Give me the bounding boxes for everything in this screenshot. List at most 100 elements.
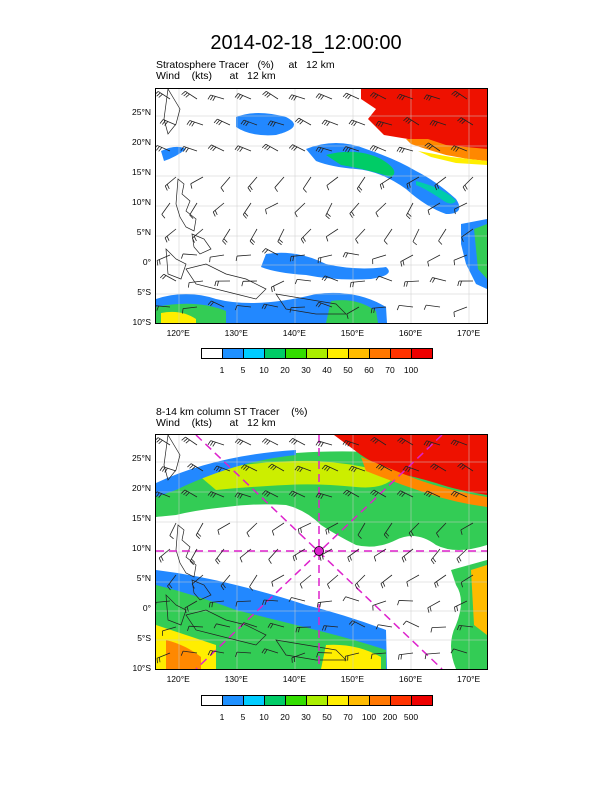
wind-barb-feather (214, 210, 218, 216)
wind-barb (274, 176, 285, 188)
wind-barb-feather (168, 583, 173, 589)
wind-barb-feather (345, 147, 349, 152)
wind-barb (265, 202, 279, 210)
wind-barb (185, 90, 198, 100)
wind-barb-feather (408, 182, 411, 188)
wind-barb-feather (289, 256, 292, 262)
tracer-region-blue-edge (156, 450, 296, 497)
wind-barb-feather (210, 301, 214, 307)
wind-barb (249, 228, 258, 242)
wind-barb-feather (456, 625, 460, 631)
wind-barb-feather (237, 439, 241, 444)
wind-barb-feather (345, 441, 349, 446)
colorbar-swatch (349, 348, 370, 359)
colorbar-swatch (307, 695, 328, 706)
wind-barb (162, 626, 177, 632)
wind-barb-feather (180, 146, 185, 151)
wind-barb-feather (342, 596, 347, 602)
wind-barb (345, 596, 360, 602)
wind-barb-feather (396, 146, 400, 152)
wind-barb-feather (326, 185, 330, 191)
lon-tick-label: 170°E (456, 674, 481, 684)
colorbar-label: 70 (385, 365, 395, 375)
wind-barb-feather (401, 148, 405, 154)
wind-barb-feather (438, 240, 443, 245)
wind-barb-feather (432, 464, 437, 469)
wind-barb-feather (423, 304, 427, 310)
wind-barb-feather (456, 605, 459, 611)
wind-barb-feather (299, 467, 303, 473)
wind-barb-feather (159, 273, 165, 279)
wind-barb-feather (211, 602, 213, 608)
wind-barb-feather (372, 146, 376, 151)
wind-barb-feather (214, 281, 217, 287)
wind-barb-feather (295, 627, 298, 633)
wind-barb (243, 622, 258, 628)
wind-barb-feather (239, 440, 244, 446)
wind-barb (427, 254, 441, 262)
wind-barb-feather (351, 120, 355, 126)
wind-barb-feather (156, 492, 160, 497)
tracer-region-orange (361, 457, 487, 507)
wind-barb-feather (240, 464, 245, 469)
map-1-wind-barbs (156, 90, 474, 319)
wind-barb-feather (162, 120, 166, 125)
wind-barb (237, 254, 252, 257)
wind-barb-feather (187, 626, 190, 632)
wind-barb-feather (185, 93, 190, 98)
lat-tick-label: 10°N (132, 543, 151, 553)
wind-barb (183, 146, 198, 152)
wind-barb-feather (315, 93, 320, 98)
wind-barb-feather (300, 238, 305, 244)
wind-barb-feather (212, 441, 216, 447)
colorbar-swatch (286, 695, 307, 706)
wind-barb (355, 228, 366, 240)
wind-barb-feather (159, 119, 164, 124)
wind-barb (300, 228, 312, 240)
wind-barb-feather (321, 554, 324, 560)
colorbar-label: 10 (259, 365, 269, 375)
wind-barb-feather (295, 117, 300, 122)
wind-barb-feather (245, 466, 250, 471)
wind-barb-feather (326, 121, 330, 127)
wind-barb (239, 548, 252, 559)
wind-barb-feather (453, 260, 455, 266)
wind-barb-feather (297, 466, 301, 472)
wind-barb-feather (403, 117, 408, 122)
wind-barb-feather (156, 438, 161, 443)
wind-barb-feather (423, 490, 428, 496)
wind-barb (189, 120, 204, 126)
wind-barb-feather (234, 93, 239, 98)
wind-barb (158, 91, 171, 100)
wind-barb-feather (318, 302, 322, 308)
wind-barb-feather (192, 237, 195, 243)
wind-barb-feather (162, 467, 166, 472)
lon-tick-label: 140°E (282, 328, 306, 338)
wind-barb-feather (181, 489, 186, 494)
wind-barb-feather (321, 625, 325, 631)
colorbar-label: 40 (322, 365, 332, 375)
wind-barb-feather (349, 555, 352, 561)
wind-barb-feather (318, 94, 322, 99)
wind-barb-feather (243, 465, 248, 470)
wind-barb-feather (213, 118, 218, 124)
wind-barb-feather (402, 620, 407, 626)
wind-barb-feather (294, 465, 299, 471)
wind-barb (236, 600, 252, 603)
wind-barb-feather (223, 238, 228, 243)
wind-barb (298, 117, 312, 126)
tracer-region-green-band (326, 151, 395, 177)
lat-tick-label: 0° (142, 603, 151, 613)
wind-barb-feather (302, 236, 306, 242)
wind-barb-feather (455, 147, 460, 152)
wind-barb-feather (324, 120, 328, 126)
wind-barb-feather (407, 212, 412, 217)
wind-barb (354, 574, 366, 586)
wind-barb (302, 176, 312, 189)
wind-barb-feather (429, 277, 433, 283)
wind-barb (460, 522, 474, 531)
wind-barb (163, 273, 177, 282)
wind-barb-feather (319, 602, 321, 608)
wind-barb (265, 143, 279, 152)
panel-1-label-line1: Stratosphere Tracer (%) at 12 km (156, 59, 335, 71)
